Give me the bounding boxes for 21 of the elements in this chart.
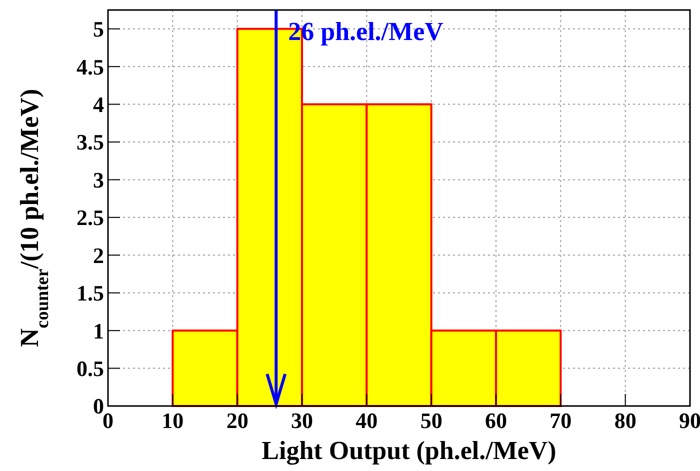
y-tick-label: 3.5 xyxy=(76,130,104,155)
y-tick-label: 2 xyxy=(93,242,104,268)
x-tick-label: 70 xyxy=(550,408,572,433)
y-tick-label: 2.5 xyxy=(76,205,104,230)
y-tick-label: 5 xyxy=(93,16,104,42)
x-tick-label: 80 xyxy=(614,408,636,433)
x-tick-label: 90 xyxy=(679,408,700,433)
y-tick-label: 0.5 xyxy=(76,356,104,381)
x-tick-label: 20 xyxy=(226,408,248,433)
x-axis-title: Light Output (ph.el./MeV) xyxy=(262,436,556,465)
y-tick-label: 3 xyxy=(93,167,104,192)
y-tick-label: 1.5 xyxy=(76,280,104,306)
y-tick-label: 1 xyxy=(93,318,104,344)
x-tick-label: 50 xyxy=(420,408,442,433)
x-tick-label: 10 xyxy=(162,408,184,433)
x-tick-label: 30 xyxy=(291,408,313,433)
x-tick-label: 40 xyxy=(356,408,378,433)
y-tick-label: 4 xyxy=(93,92,104,117)
y-tick-label: 4.5 xyxy=(76,54,104,80)
x-tick-label: 60 xyxy=(485,408,507,433)
ref-line-label: 26 ph.el./MeV xyxy=(288,17,444,46)
